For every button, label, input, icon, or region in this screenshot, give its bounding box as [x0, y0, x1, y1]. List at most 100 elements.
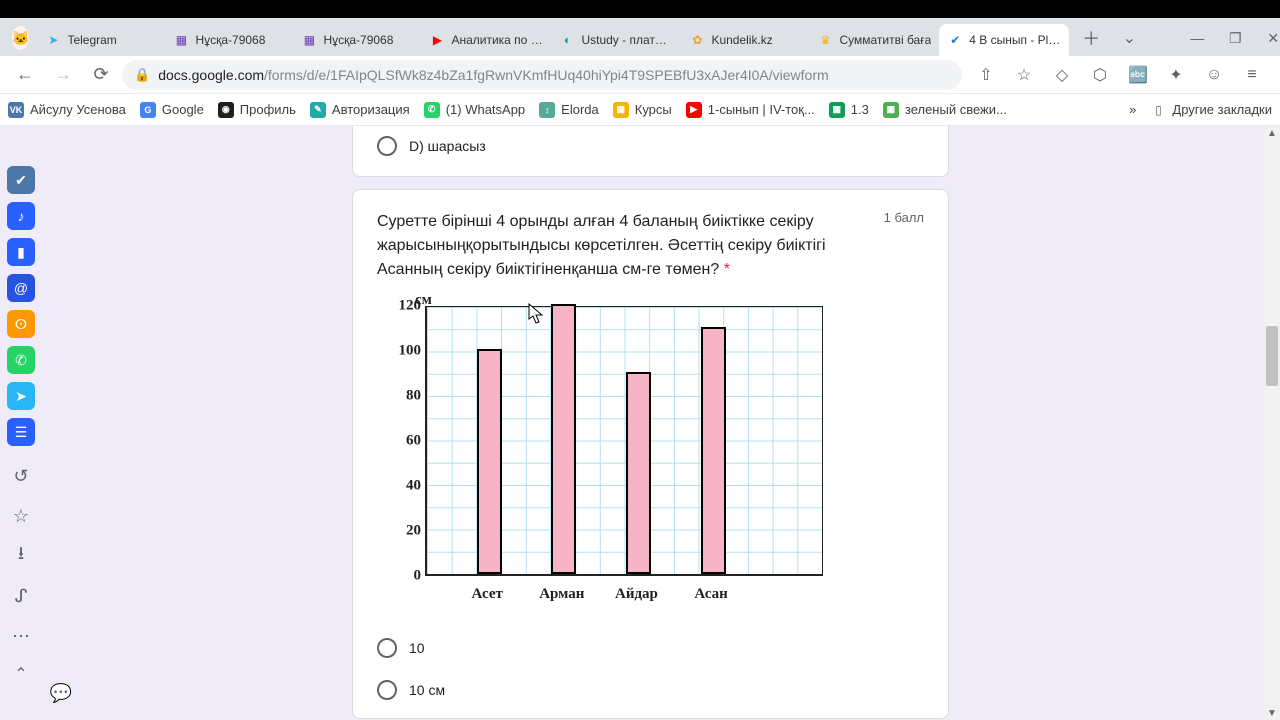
tab-favicon: ✿ [689, 32, 705, 48]
tab-5[interactable]: ✿ Kundelik.kz [681, 24, 809, 56]
tab-bar: 🐱 ➤Telegram▦Нұсқа-79068▦Нұсқа-79068▶Анал… [0, 18, 1280, 56]
tab-search-button[interactable]: ⌄ [1115, 24, 1143, 52]
sidebar-tool-1[interactable]: ☆ [7, 502, 35, 530]
vertical-scrollbar[interactable]: ▲ ▼ [1264, 126, 1280, 720]
tab-favicon: ◐ [559, 32, 575, 48]
x-tick-label: Арман [539, 586, 584, 603]
bookmark-label: (1) WhatsApp [446, 102, 525, 117]
window-minimize[interactable]: — [1183, 24, 1211, 52]
sidebar-app-6[interactable]: ➤ [7, 382, 35, 410]
bookmark-label: 1.3 [851, 102, 869, 117]
bookmarks-overflow[interactable]: » [1129, 102, 1136, 117]
chart-plot-area [425, 306, 823, 576]
tab-title: Telegram [67, 33, 157, 47]
radio-icon[interactable] [377, 638, 397, 658]
question-text: Суретте бірінші 4 орынды алған 4 баланың… [377, 210, 872, 282]
feedback-button[interactable]: 💬 [48, 680, 74, 706]
sidebar-app-1[interactable]: ♪ [7, 202, 35, 230]
account-icon[interactable]: ☺ [1198, 59, 1230, 91]
tab-2[interactable]: ▦Нұсқа-79068 [293, 24, 421, 56]
chart-x-axis: АсетАрманАйдарАсан [425, 586, 823, 608]
bookmark-7[interactable]: ▶1-сынып | IV-тоқ... [686, 102, 815, 118]
sidebar-app-4[interactable]: ⵙ [7, 310, 35, 338]
bookmark-favicon: ↕ [539, 102, 555, 118]
tab-favicon: ▦ [301, 32, 317, 48]
y-tick-label: 100 [381, 343, 421, 360]
other-bookmarks-folder[interactable]: ▯ Другие закладки [1150, 102, 1272, 118]
x-tick-label: Асет [472, 586, 503, 603]
tab-4[interactable]: ◐ Ustudy - платфор [551, 24, 681, 56]
prev-option-label: D) шарасыз [409, 138, 486, 154]
url-path: /forms/d/e/1FAIpQLSfWk8z4bZa1fgRwnVKmfHU… [264, 67, 829, 83]
sidebar-app-7[interactable]: ☰ [7, 418, 35, 446]
new-tab-button[interactable]: ＋ [1077, 24, 1105, 52]
bookmark-1[interactable]: GGoogle [140, 102, 204, 118]
bookmark-favicon: G [140, 102, 156, 118]
y-tick-label: 0 [381, 568, 421, 585]
bookmark-5[interactable]: ↕ Elorda [539, 102, 599, 118]
bookmark-favicon: ✎ [310, 102, 326, 118]
translate-icon[interactable]: 🔤 [1122, 59, 1154, 91]
tab-7[interactable]: ✔4 В сынып - Plick [939, 24, 1069, 56]
sidebar-collapse[interactable]: ⌃ [14, 664, 27, 684]
scroll-up-arrow[interactable]: ▲ [1264, 126, 1280, 140]
bookmark-label: Профиль [240, 102, 296, 117]
bookmark-6[interactable]: ▦Курсы [613, 102, 672, 118]
answer-option-0[interactable]: 10 [377, 638, 924, 658]
tab-title: Kundelik.kz [711, 33, 801, 47]
x-tick-label: Айдар [615, 586, 658, 603]
bookmark-9[interactable]: ▦зеленый свежи... [883, 102, 1007, 118]
sidebar-tool-2[interactable]: ⭳ [7, 542, 35, 570]
window-maximize[interactable]: ❐ [1221, 24, 1249, 52]
bookmark-label: Elorda [561, 102, 599, 117]
nav-reload[interactable]: ⟳ [84, 58, 118, 92]
sidebar-tool-4[interactable]: ⋯ [7, 622, 35, 650]
bookmark-3[interactable]: ✎ Авторизация [310, 102, 410, 118]
tab-6[interactable]: ♛Сумматитві баға [809, 24, 939, 56]
bookmark-0[interactable]: VKАйсулу Усенова [8, 102, 126, 118]
extensions-icon[interactable]: ✦ [1160, 59, 1192, 91]
sidebar-app-2[interactable]: ▮ [7, 238, 35, 266]
star-icon[interactable]: ☆ [1008, 59, 1040, 91]
send-icon[interactable]: ◇ [1046, 59, 1078, 91]
bookmark-label: Айсулу Усенова [30, 102, 126, 117]
answer-option-label: 10 см [409, 682, 445, 698]
sidebar-tool-0[interactable]: ↺ [7, 462, 35, 490]
radio-icon[interactable] [377, 680, 397, 700]
shield-icon[interactable]: ⬡ [1084, 59, 1116, 91]
question-card: Суретте бірінші 4 орынды алған 4 баланың… [352, 189, 949, 719]
prev-option-row[interactable]: D) шарасыз [377, 136, 924, 156]
bar-Асан [701, 327, 726, 575]
y-tick-label: 40 [381, 478, 421, 495]
tab-title: Ustudy - платфор [581, 33, 673, 47]
sidebar-app-5[interactable]: ✆ [7, 346, 35, 374]
bookmark-label: зеленый свежи... [905, 102, 1007, 117]
chart: см АсетАрманАйдарАсан 020406080100120 [377, 294, 924, 616]
y-tick-label: 120 [381, 298, 421, 315]
y-tick-label: 80 [381, 388, 421, 405]
url-field[interactable]: 🔒 docs.google.com/forms/d/e/1FAIpQLSfWk8… [122, 60, 962, 90]
bookmark-2[interactable]: ◉ Профиль [218, 102, 296, 118]
scroll-down-arrow[interactable]: ▼ [1264, 706, 1280, 720]
tab-3[interactable]: ▶Аналитика по кан [421, 24, 551, 56]
browser-window: 🐱 ➤Telegram▦Нұсқа-79068▦Нұсқа-79068▶Анал… [0, 18, 1280, 720]
sidebar-app-0[interactable]: ✔ [7, 166, 35, 194]
bookmark-4[interactable]: ✆(1) WhatsApp [424, 102, 525, 118]
sidebar-tool-3[interactable]: ᔑ [7, 582, 35, 610]
nav-back[interactable]: ← [8, 58, 42, 92]
bookmark-8[interactable]: ▦1.3 [829, 102, 869, 118]
sidebar-app-3[interactable]: @ [7, 274, 35, 302]
window-close[interactable]: ✕ [1259, 24, 1280, 52]
scroll-thumb[interactable] [1266, 326, 1278, 386]
bookmark-label: Авторизация [332, 102, 410, 117]
answer-option-1[interactable]: 10 см [377, 680, 924, 700]
bookmark-favicon: ◉ [218, 102, 234, 118]
menu-icon[interactable]: ≡ [1236, 59, 1268, 91]
tab-1[interactable]: ▦Нұсқа-79068 [165, 24, 293, 56]
y-tick-label: 60 [381, 433, 421, 450]
tab-favicon: ➤ [45, 32, 61, 48]
radio-icon[interactable] [377, 136, 397, 156]
tab-0[interactable]: ➤ Telegram [37, 24, 165, 56]
share-icon[interactable]: ⇧ [970, 59, 1002, 91]
browser-profile-icon[interactable]: 🐱 [12, 26, 29, 50]
